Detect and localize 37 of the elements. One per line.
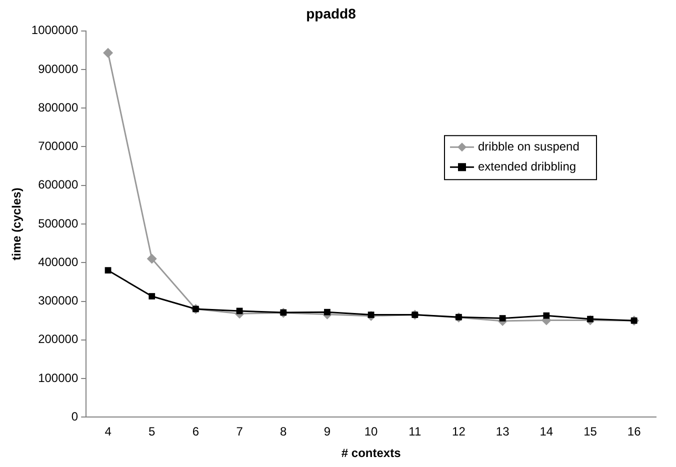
x-tick-label: 14 [540,424,554,439]
point [103,48,114,58]
x-tick-label: 12 [452,424,466,439]
point [499,315,506,322]
x-tick-label: 6 [192,424,200,439]
point [368,312,374,318]
y-tick-label: 400000 [38,254,78,269]
x-tick-label: 15 [584,424,598,439]
y-tick-label: 900000 [38,62,78,76]
y-axis-title: time (cycles) [10,188,24,260]
y-tick-label: 700000 [38,139,78,154]
point [543,312,550,319]
y-tick-label: 300000 [38,294,78,308]
x-axis-title: # contexts [341,446,402,460]
y-tick-label: 100000 [38,370,78,385]
y-tick-label: 600000 [38,178,78,192]
x-tick-label: 13 [496,424,510,439]
point [148,293,156,300]
x-tick-label: 9 [324,424,331,439]
legend-label: dribble on suspend [478,139,580,154]
point [324,308,330,316]
y-tick-label: 800000 [38,100,78,114]
y-tick-label: 1000000 [31,23,78,38]
legend-label: extended dribbling [478,159,576,174]
x-tick-label: 8 [280,424,288,439]
point [104,267,112,274]
x-tick-label: 7 [236,424,244,439]
chart-title: ppadd8 [306,5,356,22]
x-tick-label: 16 [627,424,642,439]
point [146,254,157,264]
x-tick-label: 4 [104,424,112,439]
y-tick-label: 200000 [38,332,78,346]
y-tick-label: 0 [71,410,78,424]
x-tick-label: 10 [364,424,378,439]
x-tick-label: 5 [148,424,156,439]
y-tick-label: 500000 [38,216,78,230]
x-tick-label: 11 [408,424,422,439]
